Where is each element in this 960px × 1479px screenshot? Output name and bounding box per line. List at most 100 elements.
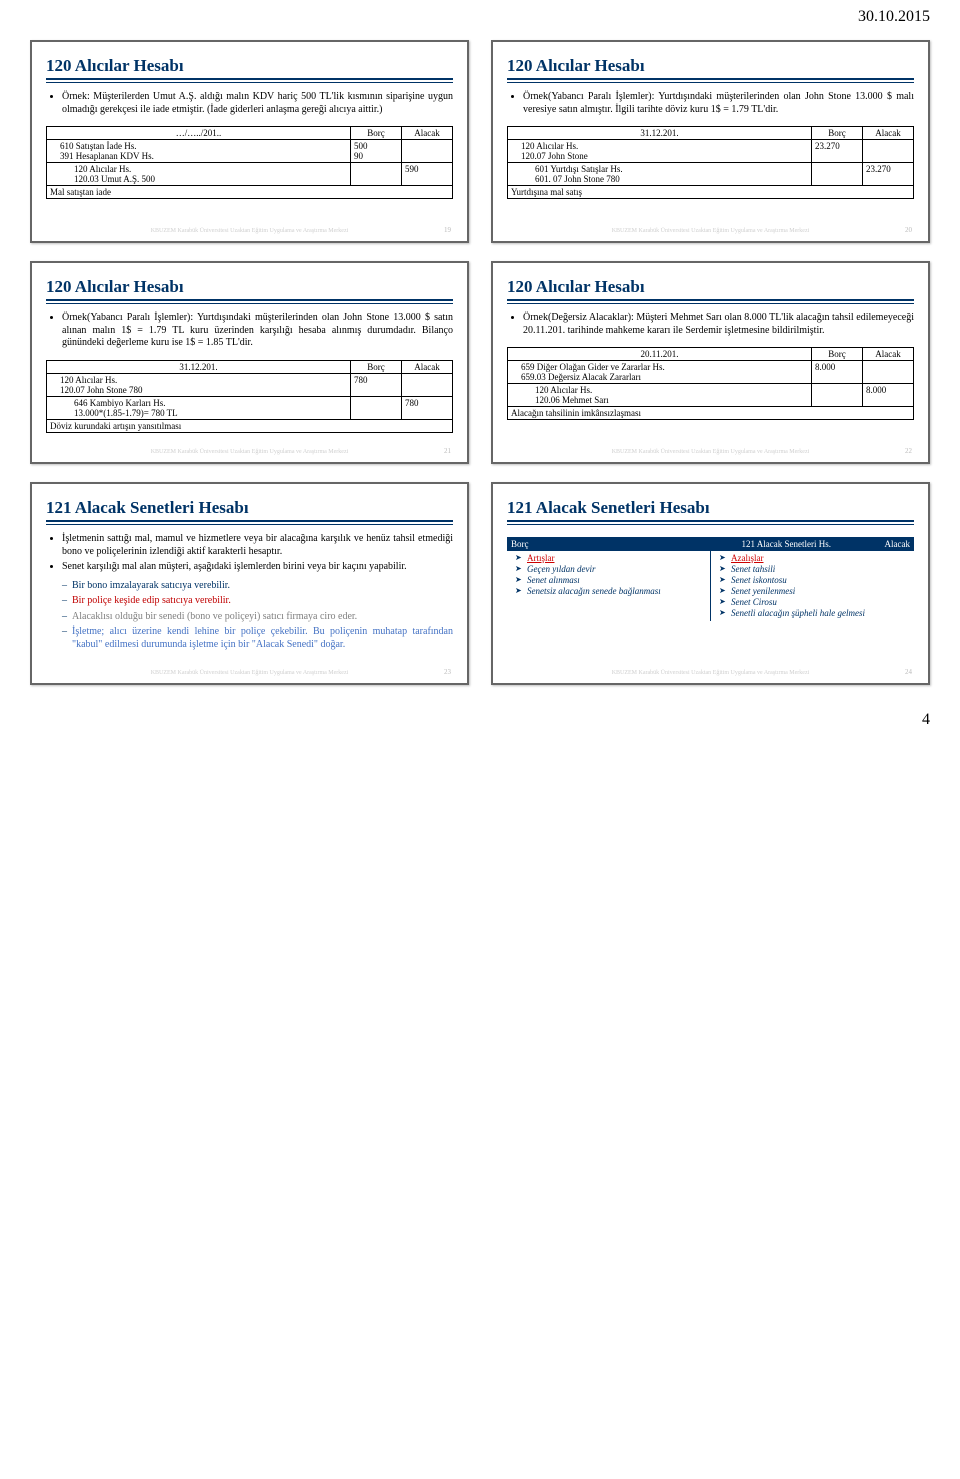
amount: 500 <box>354 141 398 151</box>
entry-desc: 120.03 Umut A.Ş. 500 <box>50 174 347 184</box>
amount: 780 <box>354 375 398 385</box>
entry-desc: 120 Alıcılar Hs. <box>511 385 808 395</box>
entry-desc: 391 Hesaplanan KDV Hs. <box>50 151 347 161</box>
body-text: Örnek(Yabancı Paralı İşlemler): Yurtdışı… <box>62 312 453 350</box>
body-text: Örnek(Değersiz Alacaklar): Müşteri Mehme… <box>523 312 914 337</box>
entry-desc: 120.07 John Stone <box>511 151 808 161</box>
entry-note: Alacağın tahsilinin imkânsızlaşması <box>508 407 914 420</box>
t-account-table: Borç 121 Alacak Senetleri Hs. Alacak Art… <box>507 537 914 621</box>
amount: 8.000 <box>815 362 859 372</box>
slide-number: 21 <box>444 448 451 456</box>
slide-number: 24 <box>905 669 912 677</box>
title-rule <box>507 299 914 301</box>
title-rule <box>46 524 453 525</box>
entry-note: Döviz kurundaki artışın yansıtılması <box>47 419 453 432</box>
slide-footer: KBUZEM Karabük Üniversitesi Uzaktan Eğit… <box>507 445 914 458</box>
title-rule <box>46 520 453 522</box>
title-rule <box>46 299 453 301</box>
t-header-borc: Borç <box>507 537 711 551</box>
t-right-item: Senetli alacağın şüpheli hale gelmesi <box>731 608 865 618</box>
body-text: Örnek(Yabancı Paralı İşlemler): Yurtdışı… <box>523 91 914 116</box>
title-rule <box>46 303 453 304</box>
journal-table: 31.12.201. Borç Alacak 120 Alıcılar Hs. … <box>46 360 453 433</box>
t-right-item: Senet yenilenmesi <box>731 586 795 596</box>
entry-desc: 120 Alıcılar Hs. <box>50 375 347 385</box>
slide-title: 120 Alıcılar Hesabı <box>507 277 914 297</box>
slide-title: 120 Alıcılar Hesabı <box>46 277 453 297</box>
slide-footer: KBUZEM Karabük Üniversitesi Uzaktan Eğit… <box>507 224 914 237</box>
title-rule <box>507 303 914 304</box>
slide: 121 Alacak Senetleri Hesabı Borç 121 Ala… <box>491 482 930 685</box>
entry-desc: 610 Satıştan İade Hs. <box>50 141 347 151</box>
entry-note: Yurtdışına mal satış <box>508 186 914 199</box>
title-rule <box>507 524 914 525</box>
slide-footer: KBUZEM Karabük Üniversitesi Uzaktan Eğit… <box>46 445 453 458</box>
slide-body: İşletmenin sattığı mal, mamul ve hizmetl… <box>46 533 453 657</box>
slide-title: 121 Alacak Senetleri Hesabı <box>46 498 453 518</box>
title-rule <box>507 82 914 83</box>
entry-desc: 601. 07 John Stone 780 <box>511 174 808 184</box>
slide-footer: KBUZEM Karabük Üniversitesi Uzaktan Eğit… <box>46 224 453 237</box>
bullet: İşletmenin sattığı mal, mamul ve hizmetl… <box>62 533 453 558</box>
slide-footer: KBUZEM Karabük Üniversitesi Uzaktan Eğit… <box>507 666 914 679</box>
entry-note: Mal satıştan iade <box>47 186 453 199</box>
t-header-alacak: Alacak <box>862 537 914 551</box>
col-alacak: Alacak <box>402 127 453 140</box>
slide-title: 121 Alacak Senetleri Hesabı <box>507 498 914 518</box>
slide-body: Örnek(Yabancı Paralı İşlemler): Yurtdışı… <box>507 91 914 122</box>
slide-body: Örnek(Değersiz Alacaklar): Müşteri Mehme… <box>507 312 914 343</box>
slide-title: 120 Alıcılar Hesabı <box>46 56 453 76</box>
sub-bullet: Bir bono imzalayarak satıcıya verebilir. <box>62 580 453 593</box>
date-header: …/…../201.. <box>47 127 351 140</box>
slide-number: 23 <box>444 669 451 677</box>
col-borc: Borç <box>351 127 402 140</box>
slide: 120 Alıcılar Hesabı Örnek(Değersiz Alaca… <box>491 261 930 464</box>
col-alacak: Alacak <box>863 348 914 361</box>
col-borc: Borç <box>812 127 863 140</box>
journal-table: 31.12.201. Borç Alacak 120 Alıcılar Hs. … <box>507 126 914 199</box>
bullet: Senet karşılığı mal alan müşteri, aşağıd… <box>62 561 453 574</box>
t-left-item: Geçen yıldan devir <box>527 564 595 574</box>
col-alacak: Alacak <box>863 127 914 140</box>
slide-number: 19 <box>444 227 451 235</box>
amount: 590 <box>405 164 449 174</box>
title-rule <box>46 82 453 83</box>
slide: 121 Alacak Senetleri Hesabı İşletmenin s… <box>30 482 469 685</box>
slides-grid: 120 Alıcılar Hesabı Örnek: Müşterilerden… <box>0 30 960 705</box>
date-header: 20.11.201. <box>508 348 812 361</box>
sub-bullet: Bir poliçe keşide edip satıcıya verebili… <box>62 595 453 608</box>
slide: 120 Alıcılar Hesabı Örnek(Yabancı Paralı… <box>491 40 930 243</box>
t-right-head: Azalışlar <box>731 553 763 563</box>
slide: 120 Alıcılar Hesabı Örnek(Yabancı Paralı… <box>30 261 469 464</box>
body-text: Örnek: Müşterilerden Umut A.Ş. aldığı ma… <box>62 91 453 116</box>
entry-desc: 601 Yurtdışı Satışlar Hs. <box>511 164 808 174</box>
date-header: 31.12.201. <box>47 360 351 373</box>
amount: 90 <box>354 151 398 161</box>
journal-table: …/…../201.. Borç Alacak 610 Satıştan İad… <box>46 126 453 199</box>
t-right-item: Senet tahsili <box>731 564 775 574</box>
title-rule <box>507 520 914 522</box>
t-left-item: Senetsiz alacağın senede bağlanması <box>527 586 661 596</box>
entry-desc: 646 Kambiyo Karları Hs. <box>50 398 347 408</box>
t-left-head: Artışlar <box>527 553 555 563</box>
t-header-center: 121 Alacak Senetleri Hs. <box>711 537 862 551</box>
amount: 780 <box>405 398 449 408</box>
col-borc: Borç <box>351 360 402 373</box>
slide-footer: KBUZEM Karabük Üniversitesi Uzaktan Eğit… <box>46 666 453 679</box>
page-date: 30.10.2015 <box>0 0 960 30</box>
slide-body: Örnek(Yabancı Paralı İşlemler): Yurtdışı… <box>46 312 453 356</box>
entry-desc: 120 Alıcılar Hs. <box>50 164 347 174</box>
t-left-item: Senet alınması <box>527 575 580 585</box>
slide: 120 Alıcılar Hesabı Örnek: Müşterilerden… <box>30 40 469 243</box>
date-header: 31.12.201. <box>508 127 812 140</box>
title-rule <box>46 78 453 80</box>
entry-desc: 120 Alıcılar Hs. <box>511 141 808 151</box>
entry-desc: 120.07 John Stone 780 <box>50 385 347 395</box>
t-right-item: Senet Cirosu <box>731 597 777 607</box>
amount: 8.000 <box>866 385 910 395</box>
amount: 23.270 <box>866 164 910 174</box>
slide-title: 120 Alıcılar Hesabı <box>507 56 914 76</box>
sub-bullet: İşletme; alıcı üzerine kendi lehine bir … <box>62 626 453 651</box>
sub-bullet: Alacaklısı olduğu bir senedi (bono ve po… <box>62 611 453 624</box>
col-borc: Borç <box>812 348 863 361</box>
